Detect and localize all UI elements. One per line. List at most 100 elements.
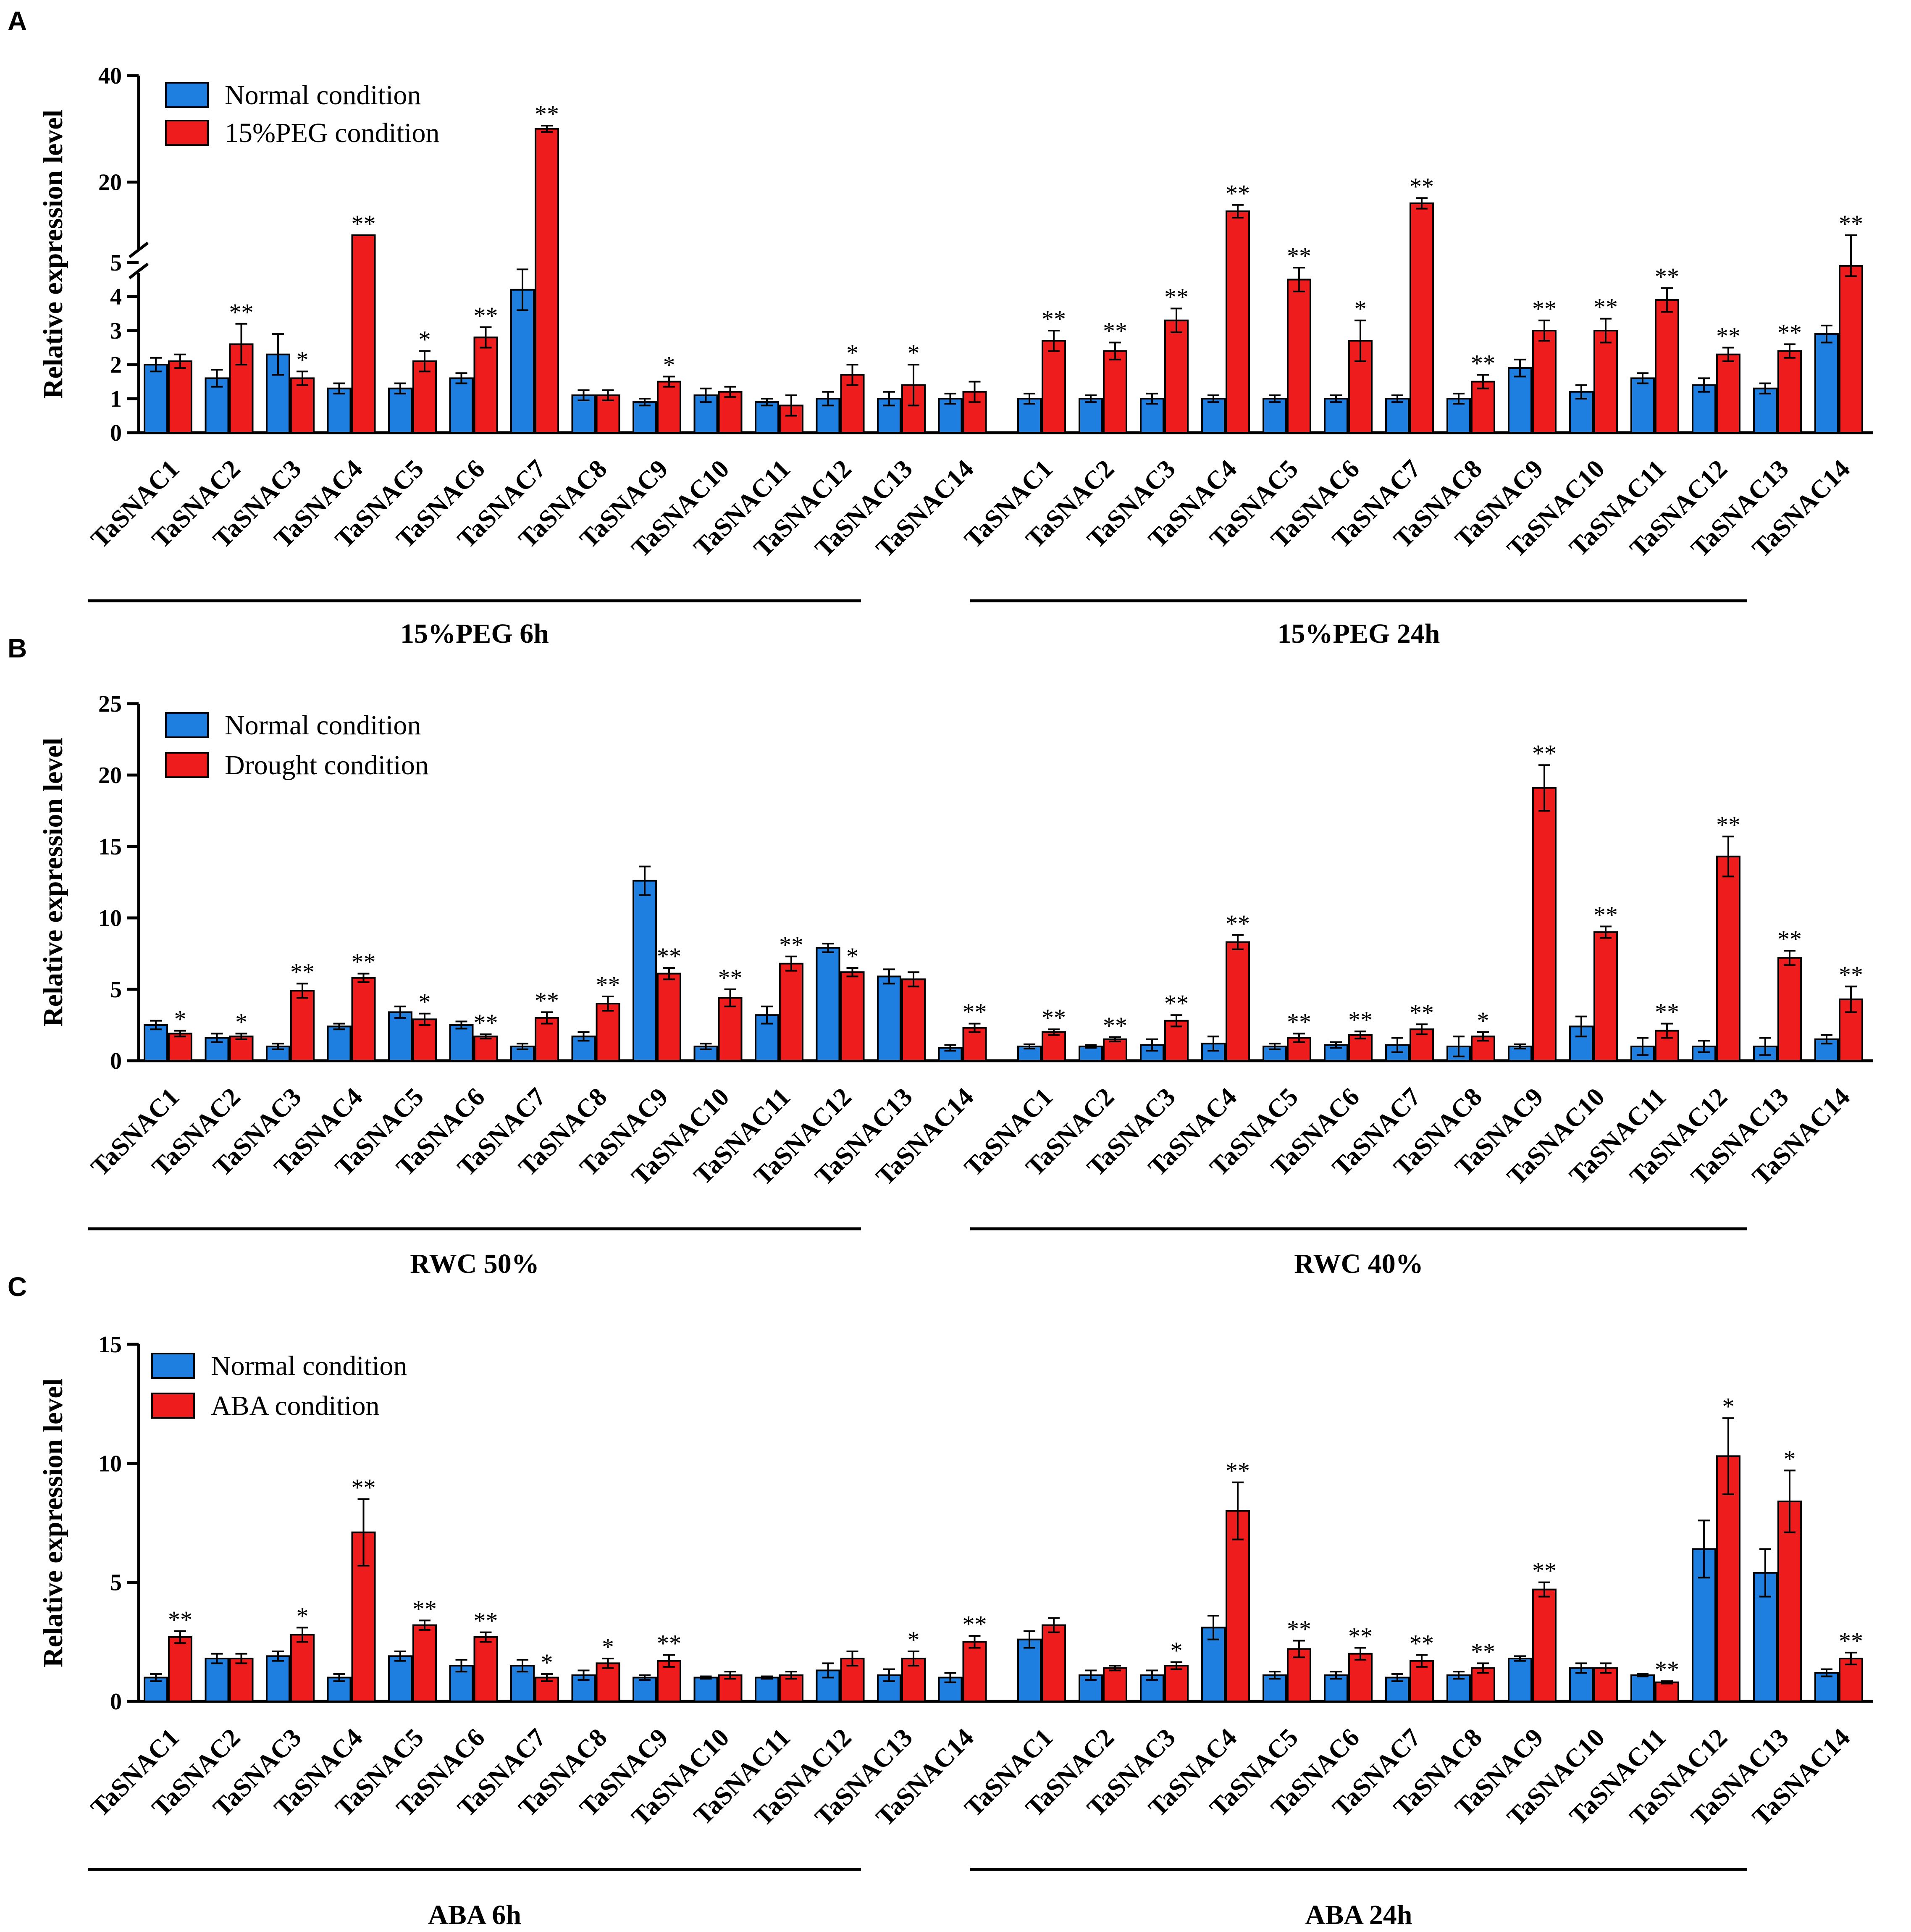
bar-normal — [510, 289, 535, 434]
bar-treatment — [901, 978, 926, 1062]
bar-treatment — [1532, 787, 1557, 1062]
bar-normal — [449, 377, 474, 434]
bar-treatment — [1103, 1038, 1127, 1062]
significance-mark: ** — [1839, 961, 1863, 988]
legend-swatch — [151, 1393, 195, 1419]
y-tick-label: 5 — [110, 250, 122, 276]
significance-mark: ** — [779, 931, 803, 959]
significance-mark: ** — [1532, 295, 1557, 323]
bar-treatment — [1532, 330, 1557, 434]
significance-mark: ** — [1410, 999, 1434, 1026]
significance-mark: * — [846, 339, 858, 367]
bar-treatment — [596, 1662, 620, 1702]
bar-treatment — [1226, 1510, 1250, 1703]
bar-treatment — [1103, 350, 1127, 434]
bar-normal — [1079, 398, 1103, 434]
bar-treatment — [962, 1641, 987, 1702]
legend-label: ABA condition — [211, 1391, 380, 1421]
significance-mark: ** — [963, 999, 987, 1026]
significance-mark: ** — [229, 299, 254, 326]
bar-treatment — [412, 1018, 437, 1062]
bar-treatment — [1655, 1681, 1679, 1703]
significance-mark: ** — [412, 1595, 437, 1622]
significance-mark: ** — [1532, 740, 1557, 767]
bar-treatment — [1410, 202, 1434, 434]
significance-mark: ** — [1410, 173, 1434, 200]
bar-treatment — [657, 381, 681, 434]
bar-normal — [693, 1677, 718, 1702]
bar-normal — [1692, 384, 1716, 434]
significance-mark: ** — [1348, 1006, 1373, 1033]
bar-normal — [388, 1655, 412, 1702]
significance-mark: ** — [1471, 1638, 1495, 1665]
legend-label: Drought condition — [225, 750, 429, 781]
y-tick-label: 10 — [98, 1451, 122, 1477]
significance-mark: ** — [1103, 317, 1127, 344]
bar-normal — [449, 1024, 474, 1062]
significance-mark: ** — [1716, 811, 1740, 839]
significance-mark: ** — [535, 100, 559, 128]
bar-normal — [1385, 398, 1410, 434]
bar-treatment — [1716, 1455, 1740, 1702]
panel-b: B 0 5 10 15 20 25 Relative expression level Norm… — [8, 633, 1873, 1279]
bar-treatment — [657, 973, 681, 1062]
bar-treatment — [1348, 1653, 1373, 1703]
bar-treatment — [290, 377, 315, 434]
panel-letter: A — [8, 6, 27, 36]
legend-swatch — [151, 1353, 195, 1379]
significance-mark: ** — [168, 1606, 192, 1633]
bar-normal — [1508, 367, 1532, 434]
legend-swatch — [165, 82, 209, 108]
significance-mark: * — [908, 1626, 920, 1653]
significance-mark: ** — [1655, 999, 1679, 1026]
bar-treatment — [840, 971, 865, 1062]
significance-mark: * — [174, 1006, 186, 1033]
y-tick-label: 40 — [98, 63, 122, 89]
significance-mark: * — [297, 346, 309, 373]
significance-mark: ** — [1348, 1623, 1373, 1650]
bar-normal — [144, 364, 168, 434]
y-tick-label: 5 — [110, 977, 122, 1003]
legend-swatch — [165, 120, 209, 146]
bar-treatment — [1287, 279, 1311, 434]
significance-mark: ** — [474, 302, 498, 329]
panel-letter: C — [8, 1272, 27, 1302]
significance-mark: ** — [1777, 319, 1802, 346]
significance-mark: ** — [1103, 1012, 1127, 1039]
significance-mark: * — [908, 339, 920, 367]
bar-treatment — [1164, 319, 1189, 434]
bar-normal — [755, 1014, 779, 1062]
bar-normal — [1814, 1672, 1839, 1702]
bar-normal — [633, 880, 657, 1062]
y-tick-label: 0 — [110, 1048, 122, 1074]
significance-mark: ** — [352, 210, 376, 237]
significance-mark: * — [419, 326, 431, 353]
significance-mark: ** — [1226, 1457, 1250, 1485]
significance-mark: * — [1722, 1393, 1735, 1420]
y-axis-label: Relative expression level — [38, 110, 68, 399]
y-tick-label: 2 — [110, 352, 122, 378]
group-label: ABA 24h — [1305, 1900, 1412, 1930]
significance-mark: ** — [474, 1009, 498, 1036]
bar-normal — [205, 1658, 229, 1702]
bar-treatment — [229, 1658, 254, 1702]
bar-normal — [755, 401, 779, 434]
significance-mark: ** — [1593, 294, 1618, 321]
significance-mark: ** — [535, 987, 559, 1014]
bar-treatment — [351, 977, 376, 1062]
significance-mark: ** — [1226, 910, 1250, 937]
significance-mark: ** — [596, 971, 620, 999]
bar-normal — [1017, 1638, 1042, 1703]
y-tick-label: 0 — [110, 1689, 122, 1715]
significance-mark: * — [541, 1649, 553, 1676]
significance-mark: ** — [1164, 990, 1189, 1017]
bar-treatment — [535, 1017, 559, 1062]
bar-treatment — [473, 1036, 498, 1062]
bar-treatment — [473, 1636, 498, 1702]
bar-treatment — [1716, 855, 1740, 1062]
bar-treatment — [1839, 265, 1863, 434]
bar-normal — [1508, 1658, 1532, 1702]
bar-treatment — [1103, 1667, 1127, 1703]
bar-treatment — [596, 394, 620, 434]
bar-treatment — [1777, 350, 1802, 434]
